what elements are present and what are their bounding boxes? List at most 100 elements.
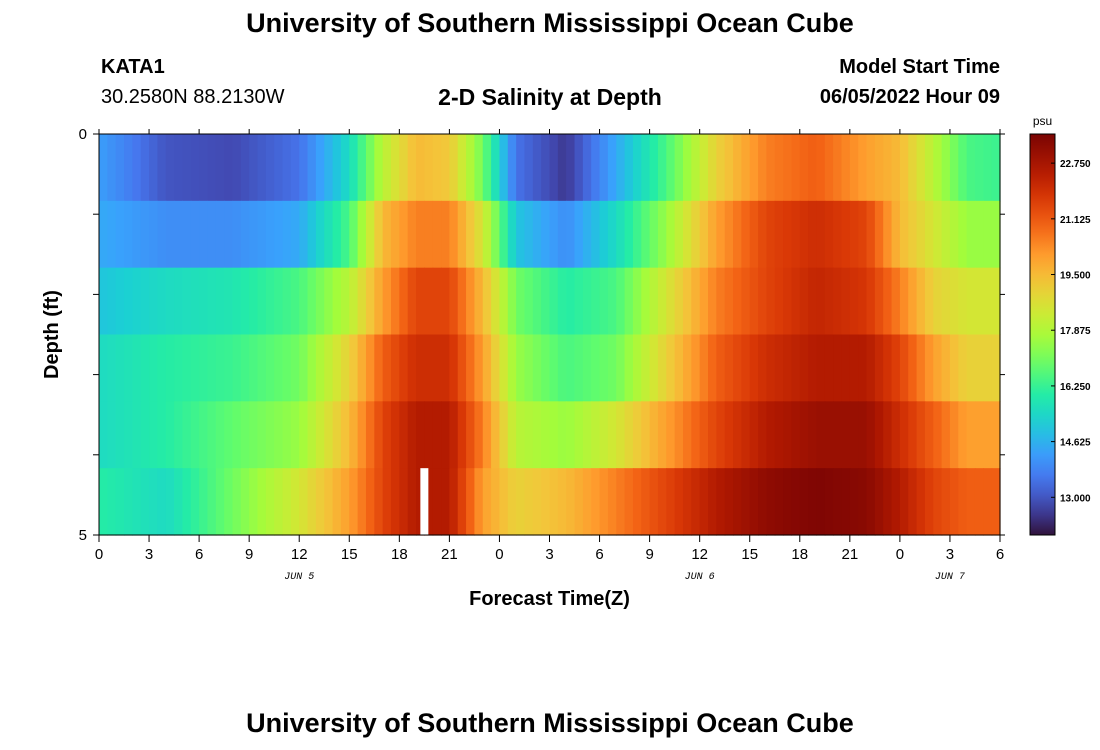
heatmap-cell bbox=[924, 200, 934, 269]
heatmap-cell bbox=[124, 267, 133, 336]
heatmap-cell bbox=[974, 334, 984, 402]
heatmap-cell bbox=[749, 134, 759, 202]
heatmap-cell bbox=[457, 468, 467, 536]
heatmap-cell bbox=[324, 468, 334, 536]
heatmap-cell bbox=[349, 334, 359, 402]
heatmap-cell bbox=[582, 468, 592, 536]
heatmap-cell bbox=[474, 267, 484, 336]
heatmap-cell bbox=[899, 401, 909, 469]
heatmap-cell bbox=[332, 200, 342, 269]
heatmap-cell bbox=[99, 267, 108, 336]
heatmap-cell bbox=[524, 200, 534, 269]
heatmap-cell bbox=[791, 200, 801, 269]
heatmap-cell bbox=[157, 401, 167, 469]
heatmap-cell bbox=[883, 468, 893, 536]
heatmap-cell bbox=[991, 468, 1001, 536]
heatmap-cell bbox=[949, 200, 959, 269]
heatmap-cell bbox=[607, 468, 617, 536]
heatmap-cell bbox=[157, 468, 167, 536]
heatmap-cell bbox=[616, 401, 626, 469]
heatmap-cell bbox=[215, 267, 225, 336]
heatmap-cell bbox=[657, 468, 667, 536]
heatmap-cell bbox=[991, 267, 1001, 336]
heatmap-cell bbox=[182, 401, 192, 469]
heatmap-cell bbox=[908, 334, 918, 402]
heatmap-cell bbox=[399, 334, 409, 402]
heatmap-cell bbox=[666, 134, 676, 202]
heatmap-cell bbox=[340, 267, 350, 336]
x-tick-label: 12 bbox=[291, 546, 308, 563]
heatmap-cell bbox=[749, 267, 759, 336]
heatmap-cell bbox=[482, 267, 492, 336]
heatmap-cell bbox=[549, 267, 559, 336]
heatmap-cell bbox=[983, 200, 993, 269]
heatmap-cell bbox=[516, 401, 526, 469]
heatmap-cell bbox=[541, 468, 551, 536]
heatmap-cell bbox=[749, 200, 759, 269]
heatmap-cell bbox=[808, 267, 818, 336]
heatmap-cell bbox=[958, 468, 968, 536]
heatmap-cell bbox=[591, 267, 601, 336]
heatmap-cell bbox=[849, 468, 859, 536]
heatmap-cell bbox=[466, 200, 476, 269]
heatmap-cell bbox=[607, 134, 617, 202]
heatmap-cell bbox=[424, 468, 434, 536]
heatmap-cell bbox=[774, 468, 784, 536]
heatmap-cell bbox=[274, 200, 284, 269]
heatmap-cell bbox=[824, 401, 834, 469]
heatmap-cell bbox=[349, 468, 359, 536]
heatmap-cell bbox=[240, 200, 250, 269]
heatmap-cell bbox=[274, 401, 284, 469]
heatmap-cell bbox=[257, 134, 267, 202]
heatmap-cell bbox=[974, 468, 984, 536]
heatmap-cell bbox=[833, 267, 843, 336]
heatmap-cell bbox=[858, 334, 868, 402]
heatmap-cell bbox=[265, 468, 275, 536]
heatmap-cell bbox=[866, 334, 876, 402]
colorbar-tick-label: 19.500 bbox=[1060, 271, 1091, 282]
heatmap-cell bbox=[374, 134, 384, 202]
heatmap-cell bbox=[365, 401, 375, 469]
heatmap-cell bbox=[741, 468, 751, 536]
heatmap-cell bbox=[249, 334, 259, 402]
heatmap-cell bbox=[390, 468, 400, 536]
heatmap-cell bbox=[916, 134, 926, 202]
heatmap-cell bbox=[708, 334, 717, 402]
x-tick-label: 15 bbox=[741, 546, 758, 563]
heatmap-cell bbox=[390, 134, 400, 202]
heatmap-cell bbox=[666, 468, 676, 536]
heatmap-cell bbox=[290, 134, 300, 202]
heatmap-cell bbox=[157, 200, 167, 269]
heatmap-cell bbox=[307, 468, 317, 536]
heatmap-cell bbox=[182, 334, 192, 402]
heatmap-cell bbox=[574, 468, 584, 536]
heatmap-cell bbox=[733, 468, 742, 536]
heatmap-cell bbox=[240, 334, 250, 402]
heatmap-cell bbox=[140, 134, 150, 202]
heatmap-cell bbox=[449, 401, 459, 469]
heatmap-cell bbox=[858, 468, 868, 536]
heatmap-cell bbox=[232, 200, 242, 269]
heatmap-cell bbox=[657, 134, 667, 202]
heatmap-cell bbox=[532, 200, 542, 269]
heatmap-cell bbox=[649, 334, 659, 402]
heatmap-cell bbox=[974, 200, 984, 269]
heatmap-cell bbox=[649, 468, 659, 536]
heatmap-cell bbox=[491, 334, 501, 402]
heatmap-cell bbox=[899, 267, 909, 336]
heatmap-cell bbox=[691, 468, 701, 536]
heatmap-cell bbox=[949, 401, 959, 469]
heatmap-cell bbox=[916, 401, 926, 469]
heatmap-cell bbox=[682, 200, 692, 269]
heatmap-cell bbox=[365, 200, 375, 269]
x-tick-label: 18 bbox=[791, 546, 808, 563]
heatmap-cell bbox=[808, 401, 818, 469]
heatmap-cell bbox=[983, 134, 993, 202]
heatmap-cell bbox=[916, 468, 926, 536]
heatmap-cell bbox=[516, 334, 526, 402]
heatmap-cell bbox=[182, 267, 192, 336]
heatmap-cell bbox=[749, 468, 759, 536]
heatmap-cell bbox=[441, 134, 450, 202]
heatmap-cell bbox=[758, 134, 767, 202]
heatmap-cell bbox=[432, 468, 442, 536]
